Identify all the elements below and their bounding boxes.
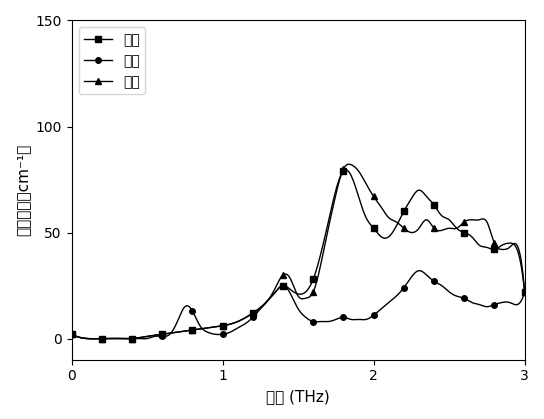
蕊糖 xyxy=(400,226,407,231)
乳糖 xyxy=(491,302,498,307)
蕊糖 xyxy=(340,166,347,171)
乳糖 xyxy=(340,315,347,320)
果糖 xyxy=(189,328,196,333)
蕊糖 xyxy=(280,272,286,277)
乳糖 xyxy=(400,285,407,290)
果糖 xyxy=(400,209,407,214)
乳糖 xyxy=(189,308,196,313)
果糖 xyxy=(340,168,347,173)
乳糖 xyxy=(370,313,377,318)
果糖 xyxy=(98,336,105,341)
蕊糖 xyxy=(250,310,256,316)
果糖 xyxy=(250,310,256,316)
Legend: 果糖, 乳糖, 蕊糖: 果糖, 乳糖, 蕊糖 xyxy=(78,27,145,94)
果糖 xyxy=(370,226,377,231)
蕊糖 xyxy=(461,220,467,225)
蕊糖 xyxy=(129,336,135,341)
乳糖 xyxy=(129,336,135,341)
乳糖 xyxy=(461,296,467,301)
Y-axis label: 吸收系数（cm⁻¹）: 吸收系数（cm⁻¹） xyxy=(15,144,30,236)
蕊糖 xyxy=(219,323,226,328)
X-axis label: 频率 (THz): 频率 (THz) xyxy=(266,389,330,404)
Line: 果糖: 果糖 xyxy=(69,168,527,341)
果糖 xyxy=(129,336,135,341)
Line: 乳糖: 乳糖 xyxy=(69,279,527,341)
蕊糖 xyxy=(69,332,75,337)
乳糖 xyxy=(159,334,165,339)
蕊糖 xyxy=(189,328,196,333)
蕊糖 xyxy=(310,290,317,295)
果糖 xyxy=(521,290,528,295)
果糖 xyxy=(491,247,498,252)
乳糖 xyxy=(280,283,286,288)
果糖 xyxy=(69,332,75,337)
蕊糖 xyxy=(159,332,165,337)
蕊糖 xyxy=(98,336,105,341)
乳糖 xyxy=(310,319,317,324)
乳糖 xyxy=(250,315,256,320)
蕊糖 xyxy=(491,241,498,246)
蕊糖 xyxy=(370,194,377,199)
Line: 蕊糖: 蕊糖 xyxy=(69,166,527,341)
果糖 xyxy=(431,202,437,207)
乳糖 xyxy=(98,336,105,341)
果糖 xyxy=(310,277,317,282)
果糖 xyxy=(219,323,226,328)
乳糖 xyxy=(219,332,226,337)
果糖 xyxy=(461,230,467,235)
乳糖 xyxy=(69,332,75,337)
果糖 xyxy=(280,283,286,288)
乳糖 xyxy=(521,290,528,295)
蕊糖 xyxy=(521,290,528,295)
蕊糖 xyxy=(431,226,437,231)
果糖 xyxy=(159,332,165,337)
乳糖 xyxy=(431,279,437,284)
